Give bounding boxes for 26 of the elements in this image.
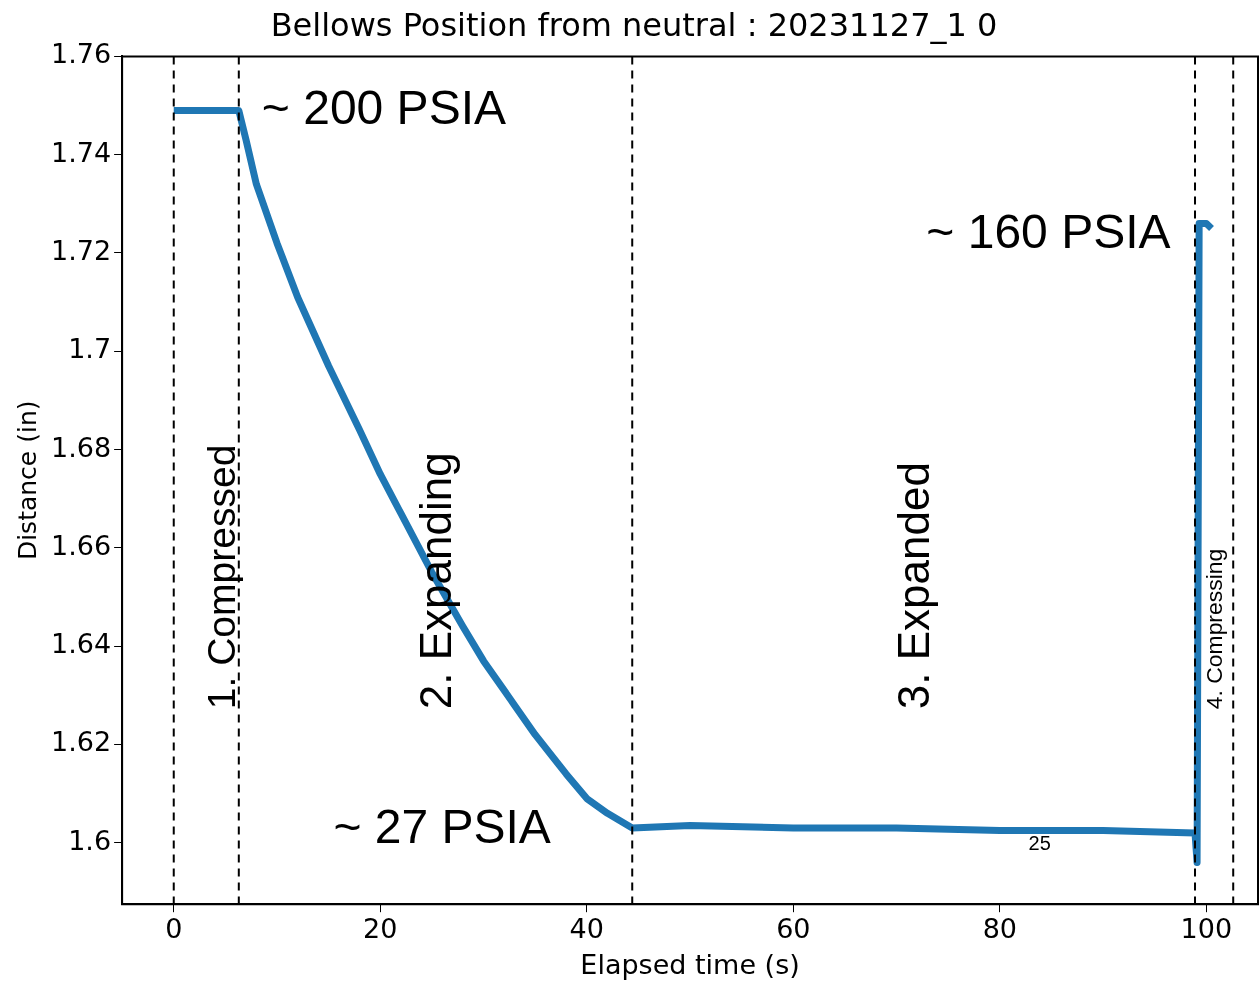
annotation: ~ 160 PSIA [926,204,1171,258]
x-tick-label: 20 [363,913,398,945]
annotation: 25 [1028,832,1051,855]
annotation: ~ 27 PSIA [333,799,551,853]
x-tick-label: 80 [982,913,1018,945]
y-tick-label: 1.6 [68,824,112,856]
x-tick-label: 40 [569,913,604,945]
x-tick-label: 60 [776,913,811,945]
y-tick-label: 1.68 [50,431,112,463]
x-tick-label: 0 [165,913,183,945]
y-tick-label: 1.7 [68,333,112,365]
y-axis-title: Distance (in) [12,400,42,561]
y-tick-label: 1.64 [50,628,112,660]
x-tick-label: 100 [1180,913,1233,945]
y-tick-label: 1.76 [50,38,112,70]
x-axis-title: Elapsed time (s) [580,948,800,980]
y-tick-label: 1.62 [50,726,112,758]
y-tick-label: 1.72 [50,235,112,267]
chart-title: Bellows Position from neutral : 20231127_1 0 [270,5,998,44]
annotation: ~ 200 PSIA [261,80,506,134]
annotation: 3. Expanded [889,462,939,710]
annotation: 4. Compressing [1201,548,1228,710]
annotation: 2. Expanding [410,452,460,710]
y-tick-label: 1.66 [50,529,112,561]
y-tick-label: 1.74 [50,136,112,168]
annotation: 1. Compressed [199,444,243,710]
